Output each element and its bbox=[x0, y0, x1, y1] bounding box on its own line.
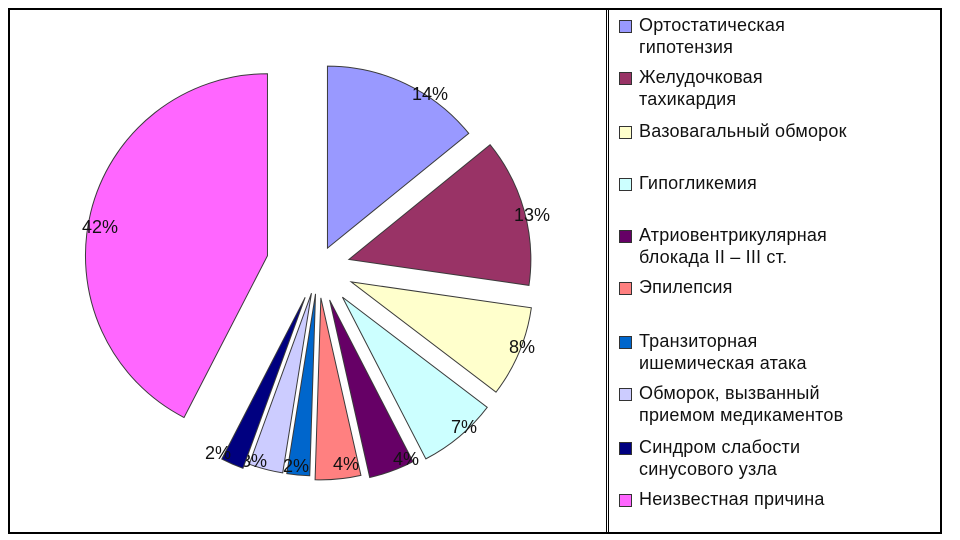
legend-label: Гипогликемия bbox=[639, 173, 757, 193]
legend-item: Эпилепсия bbox=[619, 276, 939, 298]
legend-swatch bbox=[619, 442, 632, 455]
legend-label: Желудочковая тахикардия bbox=[639, 67, 763, 109]
legend-item: Атриовентрикулярная блокада II – III ст. bbox=[619, 224, 939, 268]
legend-label: Транзиторная ишемическая атака bbox=[639, 331, 807, 373]
pie-slice bbox=[286, 293, 317, 477]
legend-item: Транзиторная ишемическая атака bbox=[619, 330, 939, 374]
legend-label: Атриовентрикулярная блокада II – III ст. bbox=[639, 225, 827, 267]
pie-slice bbox=[248, 292, 312, 474]
legend-swatch bbox=[619, 20, 632, 33]
legend-label: Ортостатическая гипотензия bbox=[639, 15, 786, 57]
slice-percent-label: 2% bbox=[205, 443, 231, 463]
slice-percent-label: 2% bbox=[283, 456, 309, 476]
legend-item: Желудочковая тахикардия bbox=[619, 66, 939, 110]
legend-label: Эпилепсия bbox=[639, 277, 733, 297]
legend-item: Синдром слабости синусового узла bbox=[619, 436, 939, 480]
legend-item: Вазовагальный обморок bbox=[619, 120, 939, 142]
legend-swatch bbox=[619, 230, 632, 243]
legend-item: Обморок, вызванный приемом медикаментов bbox=[619, 382, 939, 426]
legend-item: Ортостатическая гипотензия bbox=[619, 14, 939, 58]
slice-percent-label: 14% bbox=[412, 84, 448, 104]
slice-percent-label: 4% bbox=[393, 449, 419, 469]
pie-slice bbox=[329, 299, 414, 479]
pie-slice bbox=[347, 144, 532, 286]
legend-label: Синдром слабости синусового узла bbox=[639, 437, 801, 479]
legend-swatch bbox=[619, 126, 632, 139]
pie-slice bbox=[314, 297, 362, 481]
legend-item: Неизвестная причина bbox=[619, 488, 939, 510]
legend-swatch bbox=[619, 336, 632, 349]
chart-legend: Ортостатическая гипотензия Желудочковая тах… bbox=[606, 8, 942, 534]
pie-slice bbox=[84, 73, 268, 419]
slice-percent-label: 13% bbox=[514, 205, 550, 225]
pie-slice bbox=[341, 296, 488, 460]
legend-label: Обморок, вызванный приемом медикаментов bbox=[639, 383, 844, 425]
legend-swatch bbox=[619, 494, 632, 507]
pie-slice bbox=[349, 281, 532, 393]
legend-swatch bbox=[619, 388, 632, 401]
slice-percent-label: 4% bbox=[333, 454, 359, 474]
legend-swatch bbox=[619, 72, 632, 85]
pie-slice bbox=[326, 65, 470, 250]
pie-slice bbox=[221, 297, 306, 469]
slice-percent-label: 7% bbox=[451, 417, 477, 437]
legend-item: Гипогликемия bbox=[619, 172, 939, 194]
legend-swatch bbox=[619, 178, 632, 191]
legend-swatch bbox=[619, 282, 632, 295]
pie-chart: 14%13%8%7%4%4%2%3%2%42% bbox=[82, 65, 550, 481]
legend-label: Вазовагальный обморок bbox=[639, 121, 847, 141]
legend-label: Неизвестная причина bbox=[639, 489, 825, 509]
slice-percent-label: 42% bbox=[82, 217, 118, 237]
slice-percent-label: 8% bbox=[509, 337, 535, 357]
